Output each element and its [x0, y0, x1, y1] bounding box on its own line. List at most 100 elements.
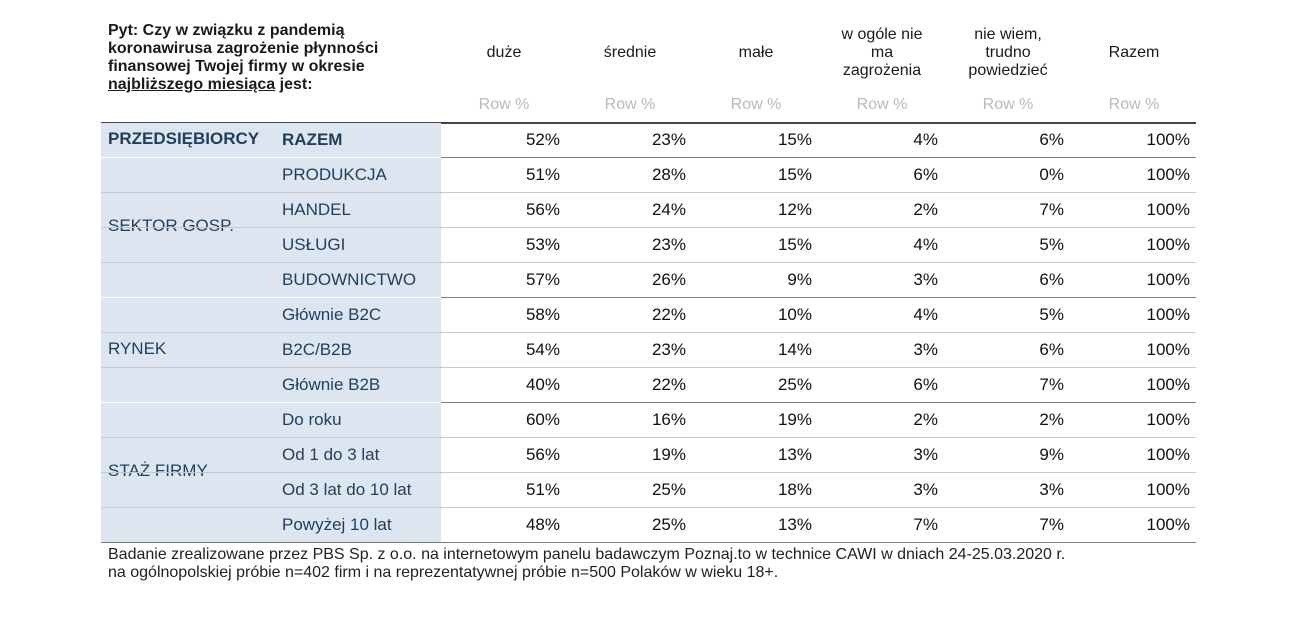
row-label: BUDOWNICTWO: [282, 270, 417, 289]
column-header-text: duże: [487, 44, 522, 62]
column-subheader: Row %: [478, 96, 530, 113]
table-cell: 4%: [913, 235, 938, 254]
table-cell: 19%: [777, 410, 812, 429]
table-cell: 100%: [1146, 235, 1190, 254]
column-header-text: małe: [739, 44, 774, 62]
group-label: STAŻ FIRMY: [108, 461, 208, 480]
column-header: Razem: [1074, 18, 1194, 88]
column-header-line: zagrożenia: [842, 62, 922, 79]
table-cell: 13%: [777, 445, 812, 464]
table-cell: 23%: [651, 235, 686, 254]
table-cell: 100%: [1146, 375, 1190, 394]
question-line: finansowej Twojej firmy w okresie: [108, 58, 365, 75]
table-cell: 5%: [1039, 235, 1064, 254]
row-divider: [101, 332, 1196, 333]
table-cell: 100%: [1146, 410, 1190, 429]
group-band: [101, 298, 441, 402]
column-subheader: Row %: [1108, 96, 1160, 113]
table-cell: 100%: [1146, 445, 1190, 464]
table-cell: 23%: [651, 340, 686, 359]
row-divider: [101, 437, 1196, 438]
row-divider: [101, 297, 1196, 298]
question-line: najbliższego miesiąca jest:: [108, 76, 428, 94]
footnote-line: na ogólnopolskiej próbie n=402 firm i na…: [108, 564, 779, 581]
question-line: Pyt: Czy w związku z pandemią: [108, 22, 345, 39]
table-cell: 6%: [1039, 130, 1064, 149]
table-cell: 23%: [651, 130, 686, 149]
column-subheader: Row %: [856, 96, 908, 113]
row-divider: [101, 542, 1196, 543]
question-rest: jest:: [275, 76, 313, 93]
group-separator: [101, 402, 441, 403]
table-cell: 3%: [1039, 480, 1064, 499]
table-cell: 9%: [1039, 445, 1064, 464]
table-cell: 57%: [525, 270, 560, 289]
row-divider: [101, 227, 1196, 228]
question-text: Pyt: Czy w związku z pandemią koronawiru…: [108, 22, 428, 94]
table-cell: 2%: [1039, 410, 1064, 429]
row-label: Od 3 lat do 10 lat: [282, 480, 412, 499]
table-cell: 15%: [777, 235, 812, 254]
row-divider: [101, 472, 1196, 473]
row-label: B2C/B2B: [282, 340, 352, 359]
table-cell: 100%: [1146, 130, 1190, 149]
column-header-line: trudno: [985, 44, 1031, 61]
row-label: RAZEM: [282, 130, 343, 149]
table-cell: 100%: [1146, 480, 1190, 499]
table-cell: 6%: [1039, 270, 1064, 289]
row-label: USŁUGI: [282, 235, 346, 254]
group-label: RYNEK: [108, 338, 167, 358]
column-header-line: średnie: [603, 44, 657, 61]
column-header-line: w ogóle nie: [841, 26, 923, 43]
row-label: Od 1 do 3 lat: [282, 445, 380, 464]
footnote: Badanie zrealizowane przez PBS Sp. z o.o…: [108, 546, 1228, 582]
row-divider: [101, 367, 1196, 368]
row-divider: [101, 507, 1196, 508]
column-header: nie wiem, trudno powiedzieć: [948, 18, 1068, 88]
column-header-text: nie wiem, trudno powiedzieć: [968, 26, 1047, 80]
table-cell: 100%: [1146, 200, 1190, 219]
column-header-line: małe: [738, 44, 774, 61]
table-cell: 54%: [525, 340, 560, 359]
table-top-rule: [101, 122, 1196, 124]
column-header-text: średnie: [604, 44, 656, 62]
row-label: Powyżej 10 lat: [282, 515, 392, 534]
table-cell: 24%: [651, 200, 686, 219]
table-cell: 12%: [777, 200, 812, 219]
table-cell: 53%: [525, 235, 560, 254]
row-label: Do roku: [282, 410, 342, 429]
column-header-line: ma: [870, 44, 894, 61]
row-divider: [101, 157, 1196, 158]
group-label: PRZEDSIĘBIORCY: [108, 128, 260, 148]
table-cell: 3%: [913, 340, 938, 359]
table-cell: 7%: [1039, 375, 1064, 394]
table-cell: 48%: [525, 515, 560, 534]
table-cell: 4%: [913, 130, 938, 149]
table-cell: 100%: [1146, 305, 1190, 324]
table-cell: 28%: [651, 165, 686, 184]
table-cell: 3%: [913, 445, 938, 464]
table-cell: 51%: [525, 165, 560, 184]
table-cell: 100%: [1146, 340, 1190, 359]
table-cell: 100%: [1146, 165, 1190, 184]
row-divider: [101, 262, 1196, 263]
question-underlined: najbliższego miesiąca: [108, 76, 276, 93]
column-header-line: duże: [486, 44, 522, 61]
table-cell: 7%: [1039, 200, 1064, 219]
footnote-line: Badanie zrealizowane przez PBS Sp. z o.o…: [108, 546, 1066, 563]
table-cell: 2%: [913, 410, 938, 429]
table-cell: 26%: [651, 270, 686, 289]
table-cell: 25%: [651, 480, 686, 499]
table-cell: 4%: [913, 305, 938, 324]
column-subheader: Row %: [730, 96, 782, 113]
row-label: Głównie B2C: [282, 305, 382, 324]
table-cell: 7%: [1039, 515, 1064, 534]
group-separator: [101, 297, 441, 298]
table-cell: 56%: [525, 200, 560, 219]
table-cell: 3%: [913, 480, 938, 499]
row-divider: [101, 192, 1196, 193]
table-cell: 15%: [777, 165, 812, 184]
row-label: HANDEL: [282, 200, 351, 219]
table-cell: 2%: [913, 200, 938, 219]
table-cell: 13%: [777, 515, 812, 534]
